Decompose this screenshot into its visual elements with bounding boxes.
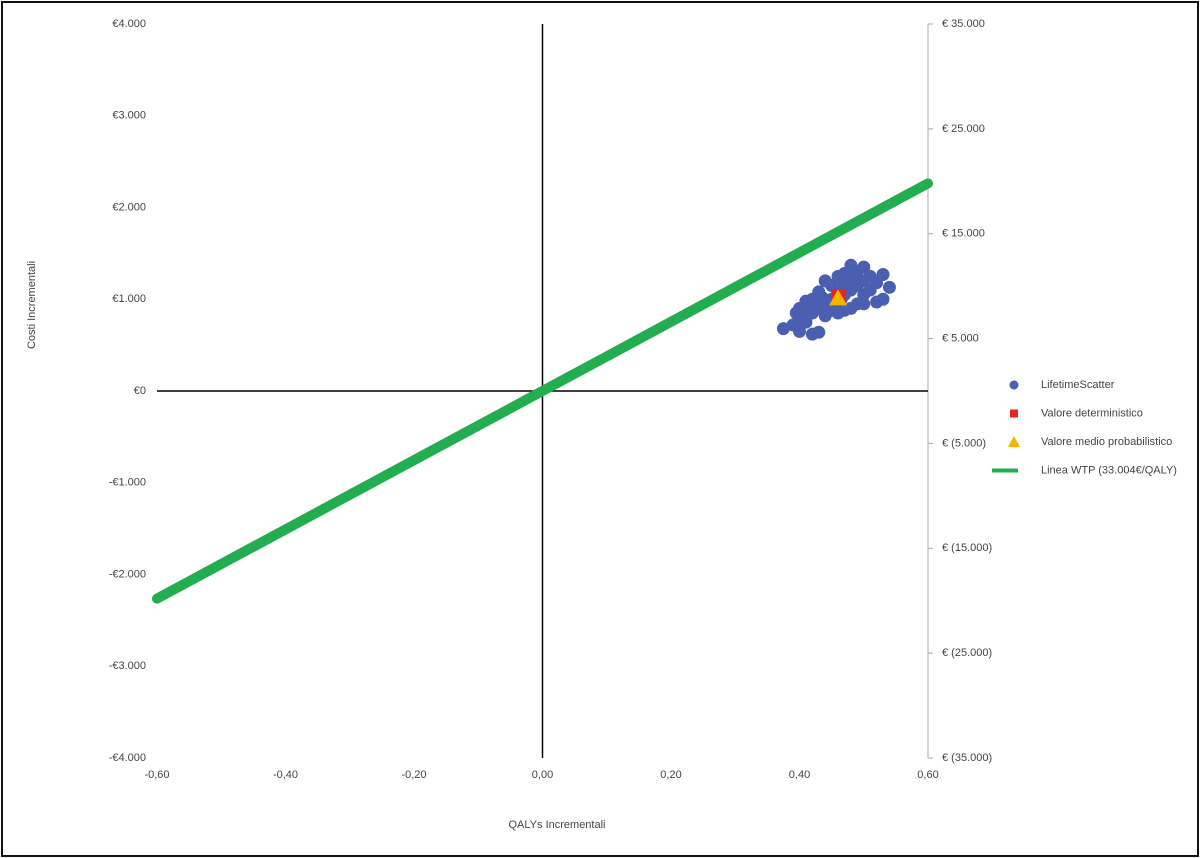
- y-tick-label: -€3.000: [109, 660, 146, 672]
- x-tick-label: -0,20: [401, 769, 426, 781]
- y-tick-label: €3.000: [112, 110, 146, 122]
- point: [857, 260, 871, 274]
- y-tick-label: -€2.000: [109, 568, 146, 580]
- point: [847, 272, 861, 286]
- legend-swatch: [1010, 409, 1018, 418]
- x-axis-title: QALYs Incrementali: [508, 819, 605, 831]
- legend-label: Valore medio probabilistico: [1041, 436, 1172, 448]
- point: [857, 297, 871, 311]
- legend-swatch: [1008, 436, 1020, 447]
- legend-swatch: [1009, 380, 1019, 390]
- y2-tick-label: € (5.000): [942, 437, 986, 449]
- x-tick-label: -0,40: [273, 769, 298, 781]
- wtp-line: [152, 178, 933, 604]
- legend-label: Linea WTP (33.004€/QALY): [1041, 464, 1177, 476]
- point: [799, 304, 813, 318]
- point: [812, 325, 826, 339]
- y2-tick-label: € (35.000): [942, 752, 992, 764]
- y2-tick-label: € 25.000: [942, 123, 985, 135]
- y-tick-label: €4.000: [112, 18, 146, 30]
- point: [809, 299, 823, 313]
- y2-tick-label: € 15.000: [942, 228, 985, 240]
- y-tick-label: €0: [134, 385, 146, 397]
- point: [876, 292, 890, 306]
- y-axis-title: Costi Incrementali: [26, 261, 38, 349]
- point: [882, 280, 896, 294]
- y-tick-label: €2.000: [112, 201, 146, 213]
- legend-label: LifetimeScatter: [1041, 379, 1115, 391]
- point: [863, 283, 877, 297]
- point: [876, 267, 890, 281]
- point: [857, 274, 871, 288]
- x-tick-label: 0,00: [532, 769, 553, 781]
- x-tick-label: 0,60: [917, 769, 938, 781]
- x-tick-label: 0,20: [660, 769, 681, 781]
- y2-tick-label: € (15.000): [942, 542, 992, 554]
- x-tick-label: 0,40: [789, 769, 810, 781]
- point-triangle: [829, 289, 848, 306]
- y2-tick-label: € 5.000: [942, 332, 979, 344]
- y2-tick-label: € 35.000: [942, 18, 985, 30]
- legend-label: Valore deterministico: [1041, 407, 1143, 419]
- x-tick-label: -0,60: [144, 769, 169, 781]
- y-tick-label: €1.000: [112, 293, 146, 305]
- y-tick-label: -€1.000: [109, 477, 146, 489]
- y-tick-label: -€4.000: [109, 752, 146, 764]
- y2-tick-label: € (25.000): [942, 647, 992, 659]
- point: [793, 324, 806, 338]
